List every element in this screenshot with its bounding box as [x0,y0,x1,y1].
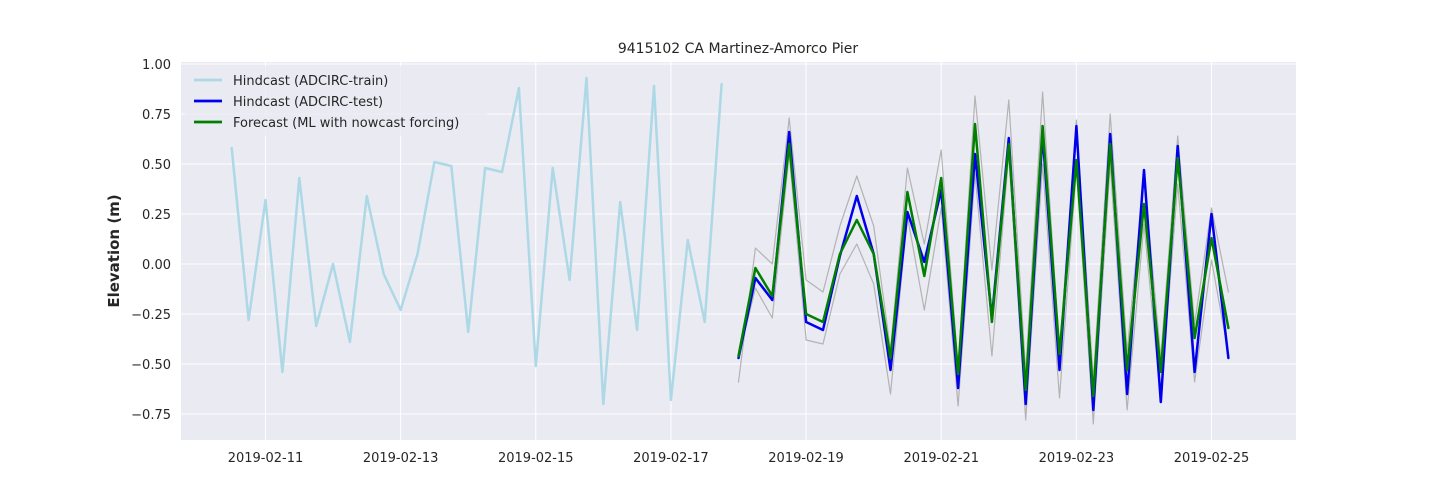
x-tick-label: 2019-02-23 [1039,451,1115,466]
x-tick-label: 2019-02-17 [633,451,709,466]
series-group [230,76,1230,425]
legend-box [185,66,487,136]
y-tick-label: 0.00 [142,258,171,273]
x-tick-label: 2019-02-25 [1174,451,1250,466]
x-tick-label: 2019-02-21 [903,451,979,466]
y-tick-label: −0.75 [131,408,171,423]
legend: Hindcast (ADCIRC-train) Hindcast (ADCIRC-… [185,66,487,136]
y-tick-label: 0.25 [142,208,171,223]
series-line-forecast-ml-with-nowcast-forcing [737,122,1230,398]
y-tick-label: 1.00 [142,58,171,73]
series-line-hindcast-adcirc-train [230,76,723,406]
chart-title: 9415102 CA Martinez-Amorco Pier [618,41,859,57]
legend-label: Forecast (ML with nowcast forcing) [233,116,459,131]
x-tick-label: 2019-02-15 [498,451,574,466]
y-tick-label: −0.25 [131,308,171,323]
y-axis-title: Elevation (m) [105,194,123,307]
y-axis-ticks: 1.00 0.75 0.50 0.25 0.00 −0.25 −0.50 −0.75 [131,58,171,423]
y-tick-label: −0.50 [131,358,171,373]
x-axis-ticks: 2019-02-11 2019-02-13 2019-02-15 2019-02-17… [228,451,1250,466]
y-tick-label: 0.50 [142,158,171,173]
legend-label: Hindcast (ADCIRC-test) [233,95,383,110]
x-tick-label: 2019-02-19 [768,451,844,466]
y-tick-label: 0.75 [142,108,171,123]
series-line-band-2 [737,153,1230,425]
legend-label: Hindcast (ADCIRC-train) [233,74,388,89]
x-tick-label: 2019-02-13 [363,451,439,466]
x-tick-label: 2019-02-11 [228,451,304,466]
